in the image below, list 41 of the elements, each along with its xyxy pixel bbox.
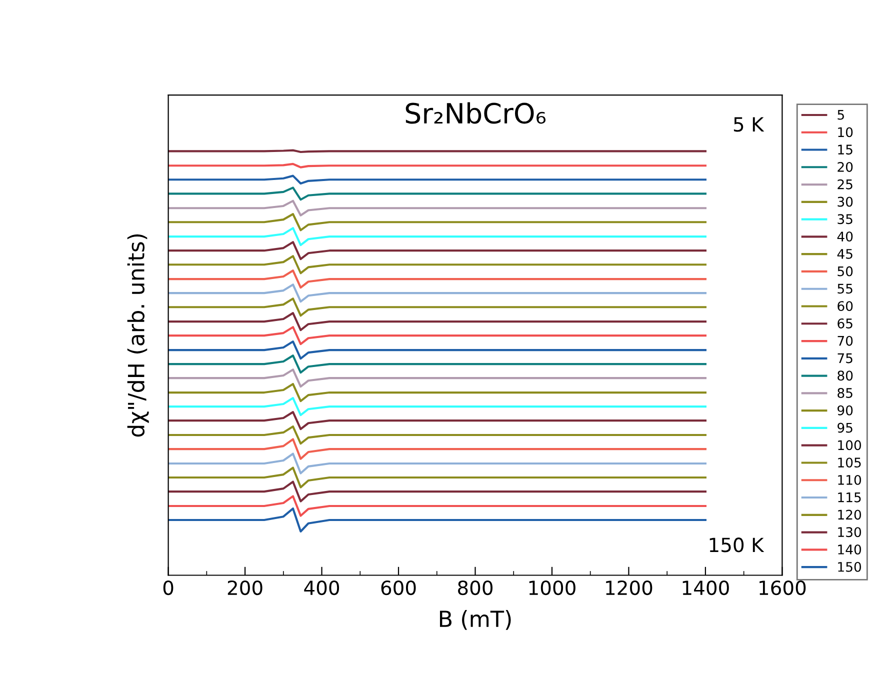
legend-label: 150 (838, 562, 862, 572)
x-tick-label: 200 (228, 580, 262, 596)
legend-label: 110 (838, 474, 862, 485)
legend-label: 120 (838, 510, 862, 520)
legend-label: 80 (838, 370, 853, 381)
legend-label: 60 (838, 301, 853, 312)
legend-label: 55 (838, 284, 852, 294)
legend-label: 130 (838, 527, 862, 538)
legend-label: 10 (838, 127, 853, 138)
legend-label: 85 (838, 388, 852, 398)
x-tick-label: 1400 (682, 580, 729, 596)
x-tick-label: 1200 (606, 580, 652, 596)
legend-label: 45 (837, 249, 852, 259)
text: 5 K (734, 117, 764, 132)
x-tick-label: 800 (458, 580, 493, 596)
legend-label: 95 (838, 422, 852, 433)
x-tick-label: 0 (163, 580, 174, 596)
legend-label: 90 (838, 405, 853, 416)
legend-label: 40 (837, 232, 853, 242)
x-tick-label: 1000 (529, 580, 576, 596)
legend-label: 100 (838, 440, 862, 450)
x-tick-label: 400 (304, 580, 340, 596)
x-tick-label: 600 (381, 580, 416, 596)
legend-label: 30 (838, 196, 853, 207)
legend-label: 15 (838, 144, 852, 155)
legend-label: 50 (838, 266, 853, 276)
legend-label: 70 (838, 336, 853, 346)
x-axis-title: B (mT) (440, 610, 511, 630)
legend-label: 105 (838, 458, 861, 468)
legend-label: 75 (838, 353, 852, 364)
legend-label: 35 (838, 214, 852, 224)
x-tick-label: 1600 (760, 580, 806, 596)
chart-title: Sr₂NbCrO₆ (406, 102, 546, 124)
legend-label: 115 (838, 492, 861, 502)
legend-label: 25 (838, 179, 852, 190)
annotation: 150 K (710, 538, 764, 552)
y-axis-title: dχ"/dH (arb. units) (127, 234, 149, 437)
legend-label: 20 (838, 162, 853, 172)
legend-label: 5 (838, 110, 844, 120)
legend-label: 140 (838, 544, 862, 554)
legend-label: 65 (838, 318, 852, 328)
